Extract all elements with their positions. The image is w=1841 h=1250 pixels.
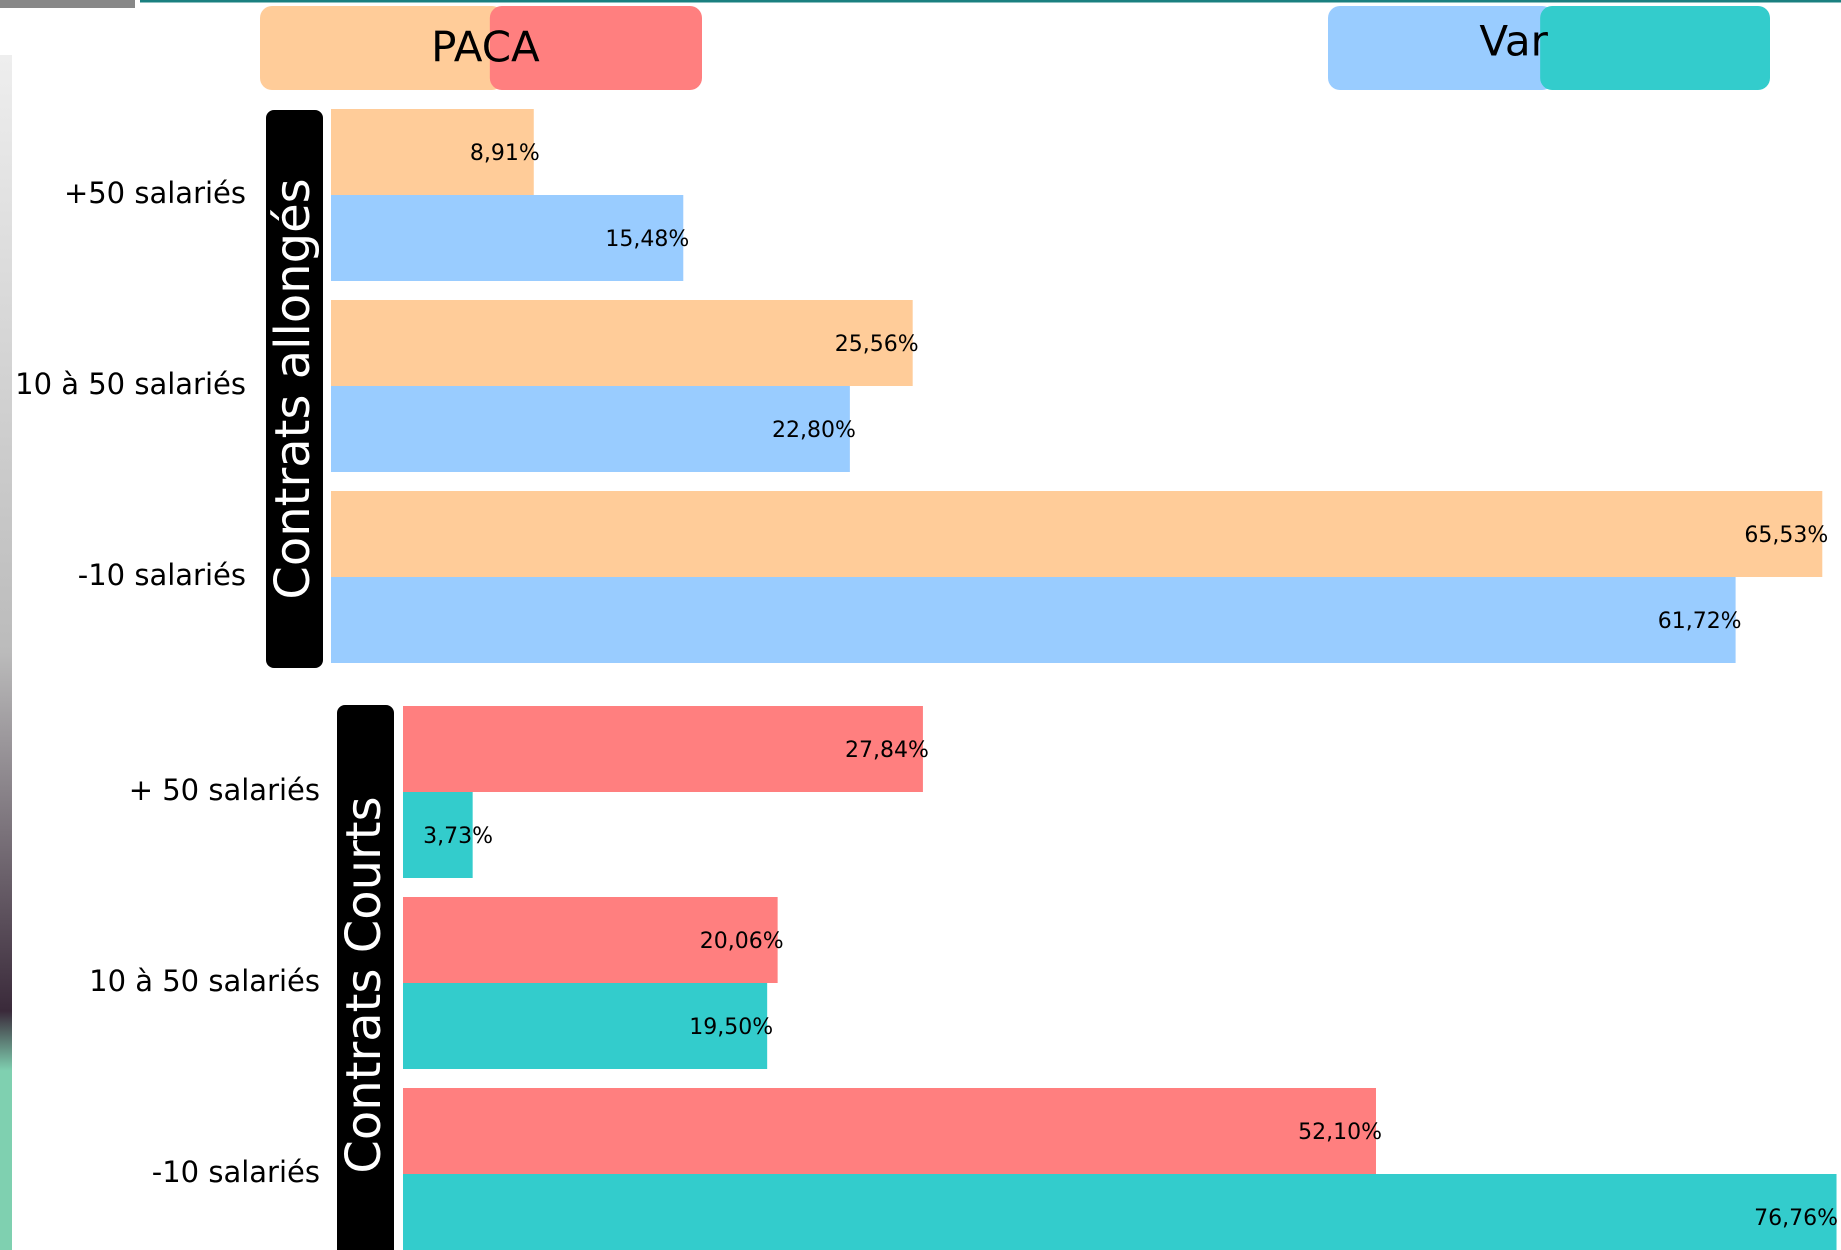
value-label: 61,72% xyxy=(1658,609,1742,634)
value-label: 15,48% xyxy=(605,227,689,252)
legend-swatch xyxy=(489,6,702,90)
group-label: Contrats Courts xyxy=(336,796,392,1173)
legend-swatch xyxy=(260,6,504,90)
bar xyxy=(331,109,534,195)
category-label: +50 salariés xyxy=(64,176,246,210)
bar xyxy=(331,491,1823,577)
group-tag xyxy=(337,705,394,1250)
category-label: 10 à 50 salariés xyxy=(15,367,246,401)
bar xyxy=(403,1174,1837,1250)
value-label: 3,73% xyxy=(423,824,493,849)
value-label: 22,80% xyxy=(772,418,856,443)
legend-label: Var xyxy=(1479,17,1548,66)
bar xyxy=(403,706,923,792)
value-label: 19,50% xyxy=(689,1015,773,1040)
value-label: 25,56% xyxy=(835,332,919,357)
bar xyxy=(403,792,473,878)
category-label: 10 à 50 salariés xyxy=(89,964,320,998)
value-label: 65,53% xyxy=(1744,523,1828,548)
legend-swatch xyxy=(1328,6,1555,90)
value-label: 52,10% xyxy=(1298,1120,1382,1145)
left-strip xyxy=(0,55,12,1250)
group-tag xyxy=(266,110,323,668)
category-label: -10 salariés xyxy=(152,1155,320,1189)
top-decor xyxy=(0,0,135,8)
category-label: + 50 salariés xyxy=(129,773,320,807)
value-label: 76,76% xyxy=(1754,1206,1838,1231)
group-label: Contrats allongés xyxy=(265,178,321,599)
value-label: 27,84% xyxy=(845,738,929,763)
value-label: 8,91% xyxy=(470,141,540,166)
bar xyxy=(403,897,778,983)
value-label: 20,06% xyxy=(700,929,784,954)
category-label: -10 salariés xyxy=(78,558,246,592)
bar xyxy=(403,1088,1376,1174)
bar xyxy=(403,983,768,1069)
bar xyxy=(331,300,913,386)
bar xyxy=(331,577,1736,663)
bar xyxy=(331,195,684,281)
legend-label: PACA xyxy=(431,23,540,72)
bar xyxy=(331,386,850,472)
legend-swatch xyxy=(1540,6,1770,90)
